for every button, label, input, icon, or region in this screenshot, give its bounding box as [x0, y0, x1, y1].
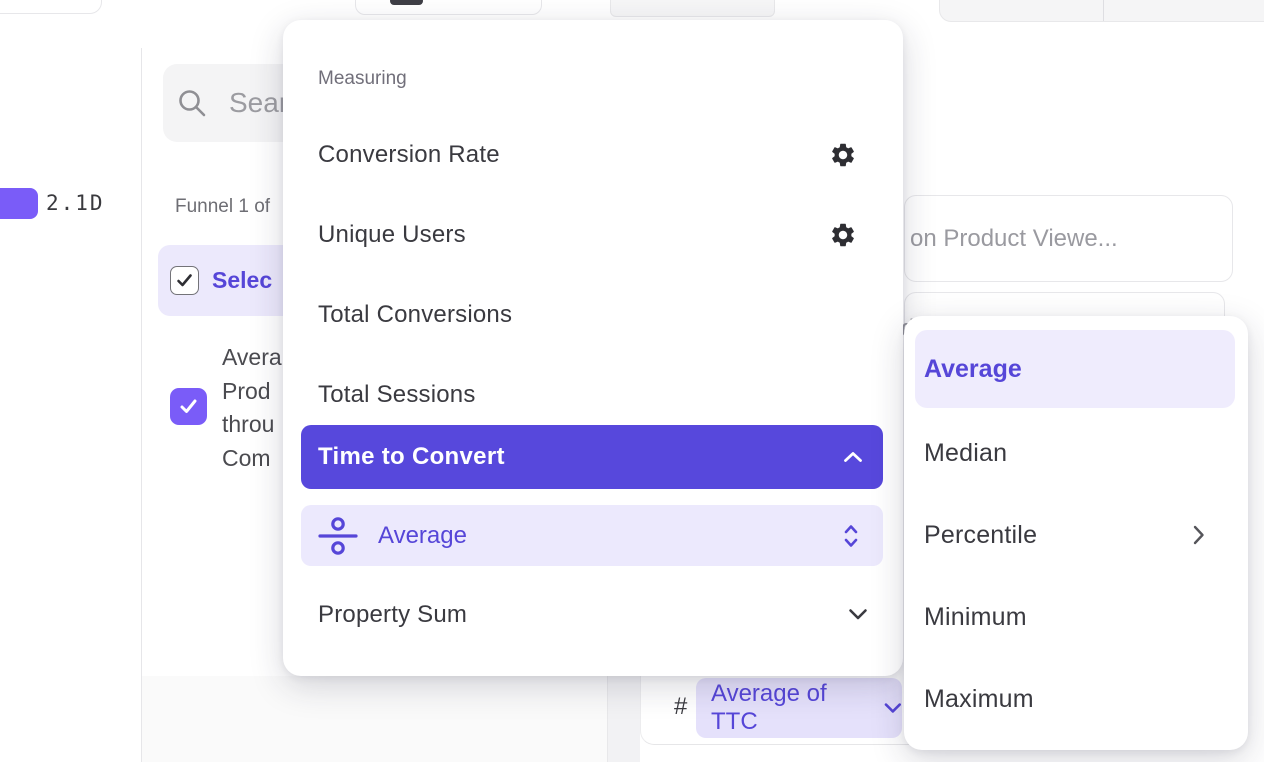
panel-gap-strip	[607, 676, 640, 762]
step-label: Selec	[212, 267, 273, 293]
column-divider	[141, 48, 142, 762]
chevron-up-icon	[844, 452, 862, 462]
top-bar-segment	[610, 0, 775, 17]
menu-item-ttc-average[interactable]: Average	[301, 505, 883, 566]
agg-item-maximum[interactable]: Maximum	[924, 684, 1034, 713]
search-icon	[179, 90, 206, 117]
gear-icon[interactable]	[829, 221, 857, 249]
menu-item-total-conversions[interactable]: Total Conversions	[318, 301, 513, 328]
gear-icon[interactable]	[829, 141, 857, 169]
metric-value: 2.1D	[46, 191, 105, 215]
chevron-up-down-icon	[844, 524, 858, 547]
step-checkbox[interactable]	[170, 266, 199, 295]
funnel-count-label: Funnel 1 of	[175, 196, 271, 217]
agg-item-median[interactable]: Median	[924, 438, 1008, 467]
step-description-line: Prod	[222, 377, 271, 404]
ttc-average-label: Average	[378, 521, 467, 549]
step-description-line: Avera	[222, 344, 282, 370]
top-left-card	[0, 0, 102, 14]
agg-average-label: Average	[924, 354, 1022, 383]
checkmark-icon	[177, 274, 192, 287]
time-to-convert-label: Time to Convert	[318, 443, 505, 470]
aggregation-menu: Average Median Percentile Minimum Maximu…	[904, 316, 1248, 750]
top-toolbar-button[interactable]	[355, 0, 542, 15]
step-description-line: Com	[222, 444, 271, 471]
checkmark-icon	[180, 399, 197, 413]
average-of-ttc-label: Average of TTC	[711, 680, 827, 735]
chevron-down-icon	[849, 609, 867, 620]
menu-item-property-sum[interactable]: Property Sum	[318, 601, 468, 628]
menu-item-total-sessions[interactable]: Total Sessions	[318, 381, 476, 408]
menu-item-conversion-rate[interactable]: Conversion Rate	[318, 141, 500, 168]
legend-color-badge	[0, 188, 38, 219]
menu-item-unique-users[interactable]: Unique Users	[318, 221, 466, 248]
chevron-down-icon	[885, 703, 902, 713]
agg-item-minimum[interactable]: Minimum	[924, 602, 1027, 631]
average-of-ttc-dropdown[interactable]: Average of TTC	[696, 678, 902, 738]
agg-item-percentile[interactable]: Percentile	[924, 520, 1038, 549]
step-description: Avera Prod throu Com	[222, 341, 282, 475]
menu-item-time-to-convert[interactable]: Time to Convert	[301, 425, 883, 489]
step-description-line: throu	[222, 411, 275, 437]
agg-item-average[interactable]: Average	[915, 330, 1235, 408]
background-wash	[142, 676, 607, 762]
measuring-menu-header: Measuring	[318, 68, 407, 89]
event-selector-card[interactable]: on Product Viewe...	[904, 195, 1233, 282]
numeric-type-symbol: #	[674, 693, 688, 720]
search-placeholder: Sear	[229, 87, 289, 118]
event-selector-label: on Product Viewe...	[910, 224, 1118, 252]
top-right-bar	[939, 0, 1264, 22]
measuring-menu: Measuring Conversion Rate Unique Users T…	[283, 20, 903, 676]
toolbar-button-icon	[390, 0, 423, 5]
top-right-bar-divider	[1103, 0, 1104, 21]
step-checkbox-checked[interactable]	[170, 388, 207, 425]
divide-icon	[318, 516, 358, 555]
chevron-right-icon	[1193, 525, 1204, 545]
